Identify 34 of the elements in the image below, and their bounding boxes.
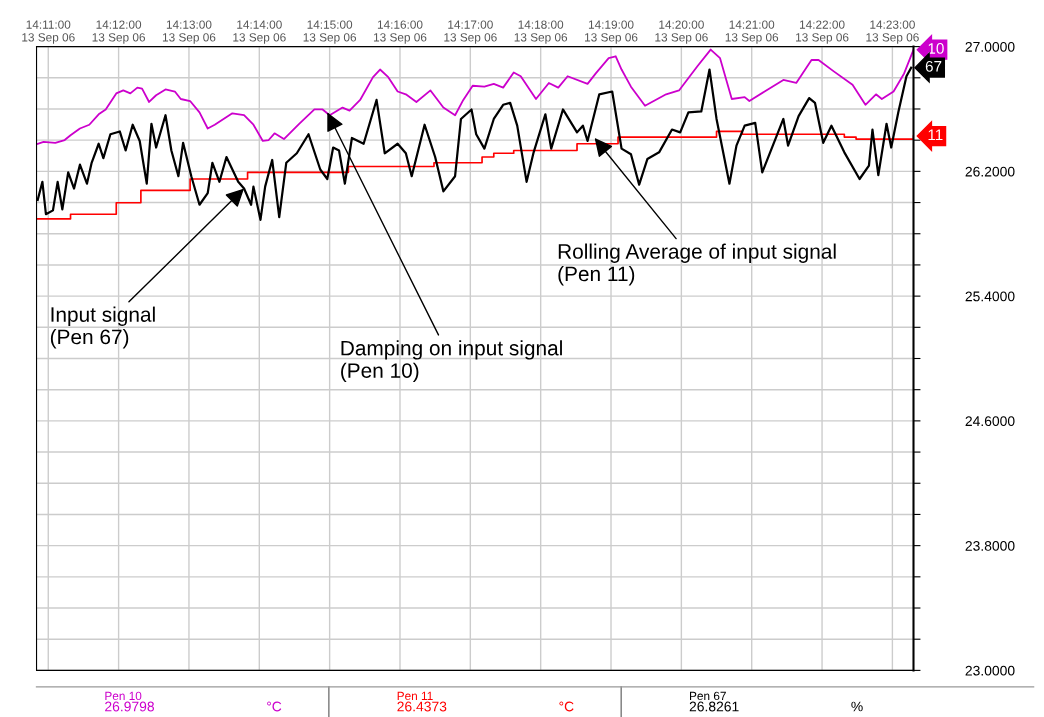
text: 11 [928, 129, 943, 141]
x-tick-label: 14:17:00 13 Sep 06 [444, 20, 497, 44]
annotation: Input signal (Pen 67) [50, 306, 155, 349]
text: °C [559, 701, 574, 712]
annotation: Rolling Average of input signal (Pen 11) [558, 243, 836, 286]
x-tick-label: 14:22:00 13 Sep 06 [796, 20, 849, 44]
text: 26.9798 [105, 701, 154, 712]
y-tick-label: 26.2000 [965, 166, 1015, 177]
text: 67 [925, 60, 942, 72]
x-tick-label: 14:21:00 13 Sep 06 [725, 20, 779, 44]
x-tick-label: 14:15:00 13 Sep 06 [303, 20, 357, 44]
x-tick-label: 14:11:00 13 Sep 06 [22, 20, 75, 44]
x-tick-label: 14:13:00 13 Sep 06 [162, 20, 216, 44]
y-tick-label: 23.0000 [965, 665, 1015, 676]
text: 10 [928, 43, 944, 54]
annotation: Damping on input signal (Pen 10) [341, 340, 562, 383]
x-tick-label: 14:16:00 13 Sep 06 [373, 20, 427, 44]
text: 26.8261 [689, 701, 739, 712]
text: Pen 67 [690, 691, 726, 701]
x-tick-label: 14:18:00 13 Sep 06 [514, 20, 568, 44]
text: Pen 11 [397, 691, 433, 701]
x-tick-label: 14:12:00 13 Sep 06 [92, 20, 146, 44]
text: Pen 10 [105, 691, 142, 701]
y-tick-label: 25.4000 [965, 291, 1015, 302]
text: 26.4373 [397, 701, 447, 712]
x-tick-label: 14:19:00 13 Sep 06 [585, 20, 638, 44]
x-tick-label: 14:14:00 13 Sep 06 [233, 20, 286, 44]
x-tick-label: 14:20:00 13 Sep 06 [655, 20, 708, 44]
y-tick-label: 23.8000 [965, 540, 1015, 551]
y-tick-label: 27.0000 [965, 41, 1015, 52]
text: °C [267, 701, 282, 712]
y-tick-label: 24.6000 [965, 416, 1015, 427]
x-tick-label: 14:23:00 13 Sep 06 [866, 20, 919, 44]
text: % [851, 701, 863, 712]
